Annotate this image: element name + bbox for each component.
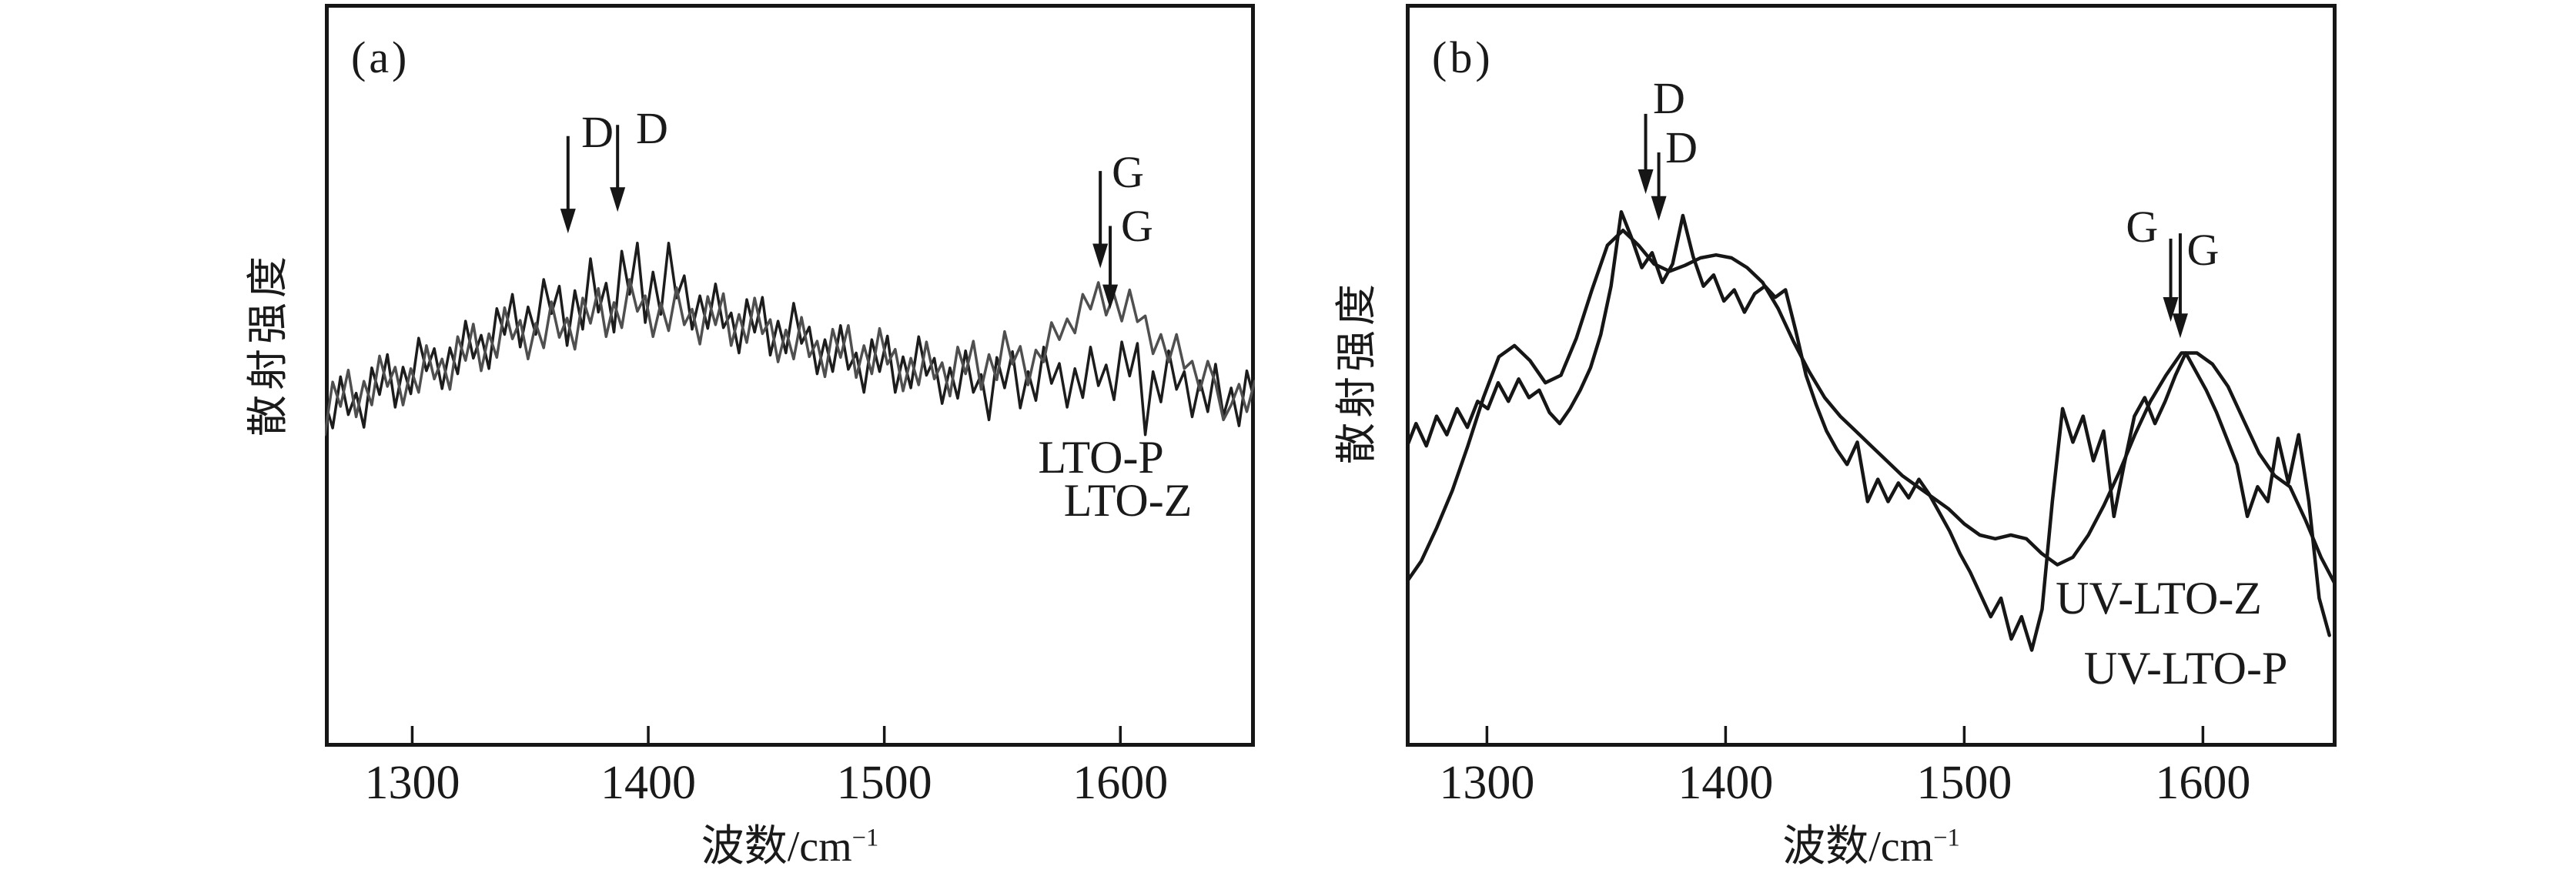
x-axis-ticks-a: 1300 1400 1500 1600 [325,759,1255,813]
band-arrow-head-D [1638,169,1654,195]
spectrum-trace-LTO-Z [325,241,1255,436]
band-arrow-head-D [560,209,576,234]
x-tick-label-1600: 1600 [1072,757,1169,809]
x-tick-label-1400: 1400 [1678,757,1774,809]
y-axis-title-b: 散射强度 [1333,279,1380,464]
band-arrow-head-G [1092,243,1109,269]
y-axis-title-a: 散射强度 [245,252,291,436]
x-axis-ticks-b: 1300 1400 1500 1600 [1406,759,2337,813]
plot-area-b: (b) D D G G UV-LTO-Z UV-LTO-P [1406,4,2337,747]
x-tick-label-1600: 1600 [2155,757,2251,809]
x-axis-title-superscript-a: −1 [851,824,879,852]
band-arrow-head-G [2172,313,2188,339]
x-tick-label-1500: 1500 [1916,757,2012,809]
band-arrow-head-D [1651,196,1667,221]
plot-frame [325,4,1255,747]
x-tick-label-1300: 1300 [364,757,460,809]
plot-area-a: (a) D D G G LTO-P LTO-Z [325,4,1255,747]
spectrum-trace-LTO-P [325,278,1255,436]
x-axis-title-b: 波数/cm−1 [1406,825,2337,868]
x-tick-label-1400: 1400 [601,757,697,809]
spectrum-trace-UV-LTO-P [1406,229,2337,589]
spectrum-trace-UV-LTO-Z [1406,209,2331,652]
raman-traces-a [325,4,1255,747]
x-axis-title-a: 波数/cm−1 [325,825,1255,868]
band-arrow-head-D [610,187,626,212]
band-arrow-head-G [1102,284,1119,309]
x-tick-label-1500: 1500 [836,757,932,809]
raman-traces-b [1406,4,2337,747]
band-arrow-head-G [2163,297,2179,323]
x-axis-title-superscript-b: −1 [1933,824,1960,852]
plot-frame [1406,4,2337,747]
x-axis-title-text-b: 波数/cm [1782,823,1934,871]
x-tick-label-1300: 1300 [1439,757,1535,809]
x-axis-title-text-a: 波数/cm [701,823,852,871]
